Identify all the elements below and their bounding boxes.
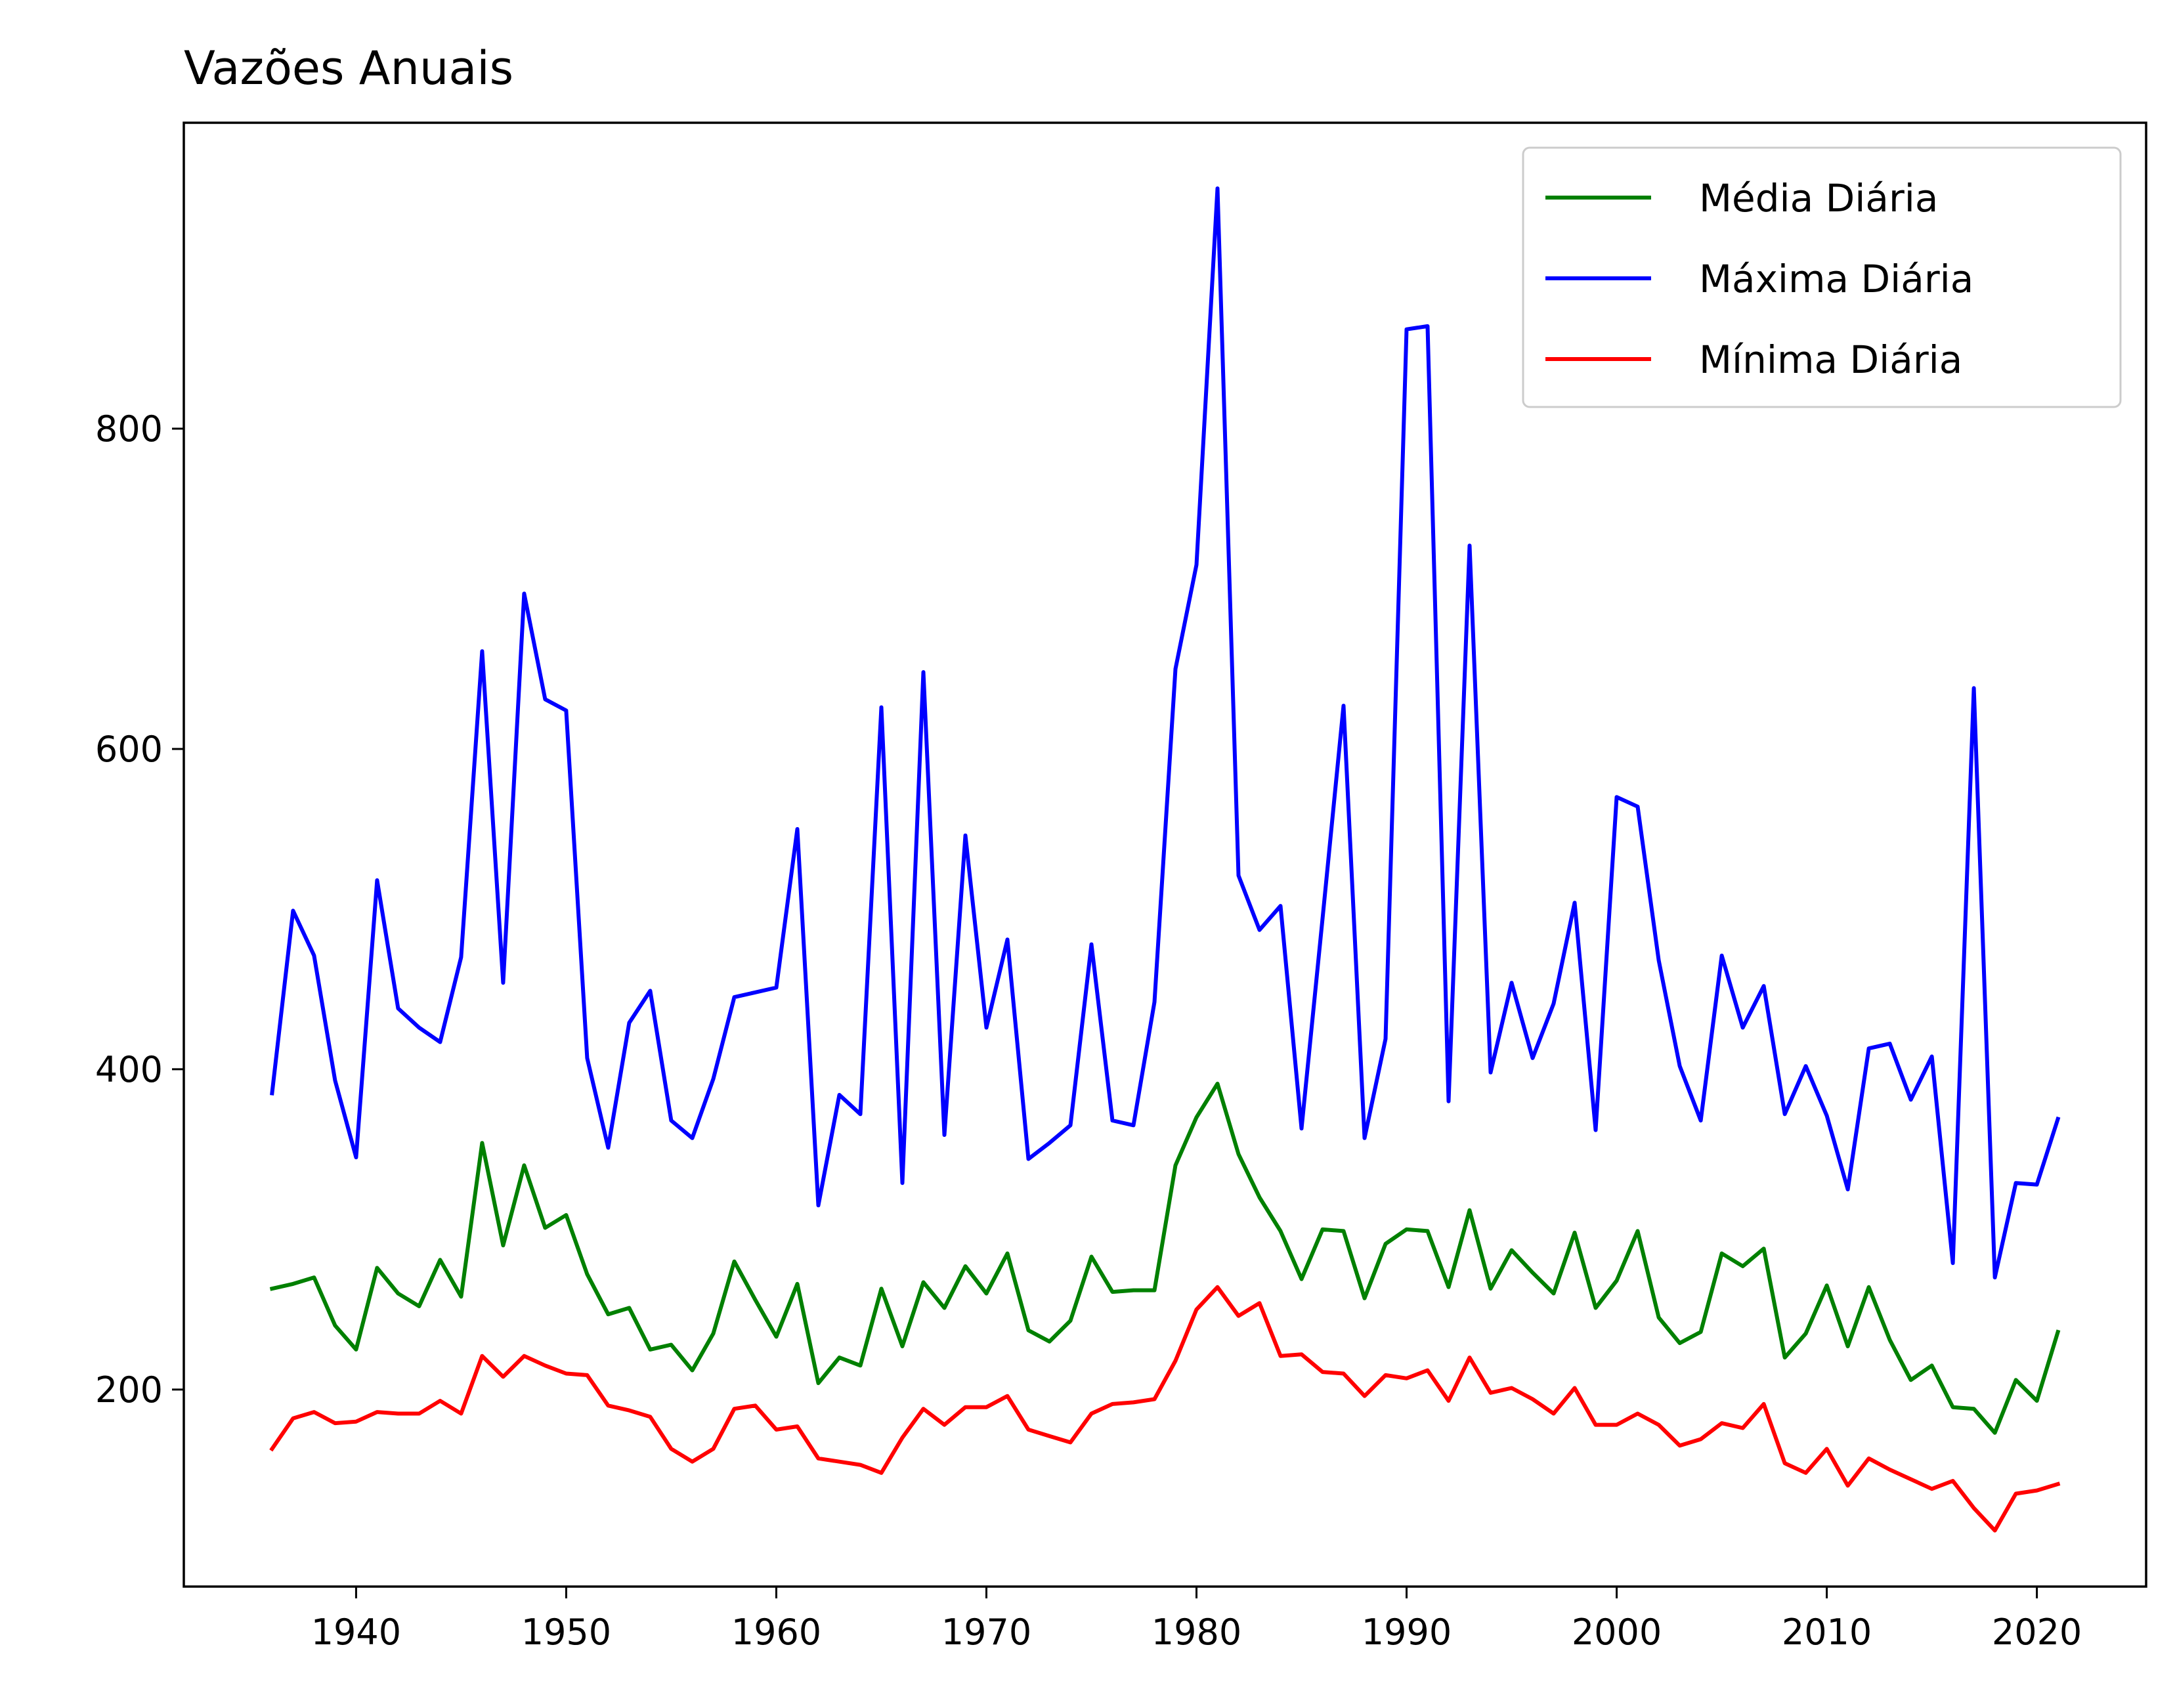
x-tick-label: 2000	[1572, 1612, 1662, 1653]
y-tick-label: 200	[95, 1369, 163, 1411]
y-axis: 200 400 600 800	[95, 408, 184, 1411]
legend-label-0: Média Diária	[1699, 176, 1938, 221]
y-tick-label: 400	[95, 1049, 163, 1090]
x-tick-label: 1960	[731, 1612, 821, 1653]
x-tick-label: 1980	[1152, 1612, 1241, 1653]
x-tick-label: 1990	[1362, 1612, 1452, 1653]
series-line-2	[269, 1285, 2061, 1533]
legend-label-1: Máxima Diária	[1699, 257, 1973, 301]
legend: Média Diária Máxima Diária Mínima Diária	[1522, 146, 2122, 408]
series-line-1	[270, 186, 2061, 1280]
x-tick-label: 1940	[311, 1612, 401, 1653]
y-tick-label: 600	[95, 729, 163, 770]
series-layer	[269, 186, 2061, 1533]
series-line-0	[269, 1081, 2061, 1435]
x-tick-label: 2020	[1992, 1612, 2082, 1653]
x-tick-label: 1970	[941, 1612, 1031, 1653]
legend-label-2: Mínima Diária	[1699, 337, 1962, 382]
chart-title: Vazões Anuais	[184, 41, 513, 95]
x-tick-label: 2010	[1782, 1612, 1872, 1653]
plot-frame	[183, 121, 2147, 1588]
y-tick-label: 800	[95, 408, 163, 450]
x-axis: 1940 1950 1960 1970 1980 1990 2000 2010 2020	[311, 1587, 2082, 1653]
legend-box	[1522, 146, 2122, 408]
x-tick-label: 1950	[521, 1612, 611, 1653]
